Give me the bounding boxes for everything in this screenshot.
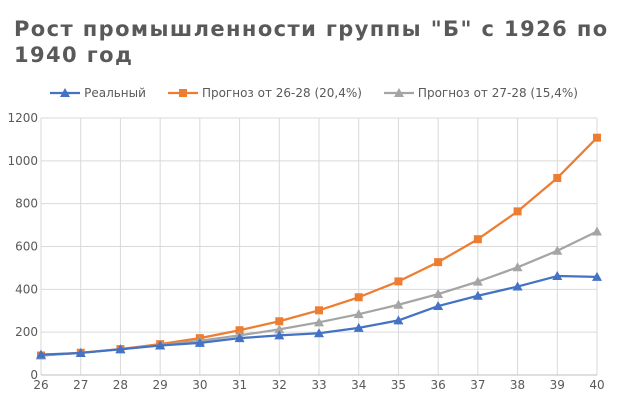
x-tick-label: 35 — [391, 378, 406, 392]
data-point — [393, 315, 404, 325]
data-point — [394, 277, 403, 286]
data-point — [354, 293, 363, 302]
data-point — [434, 258, 443, 267]
data-point — [194, 337, 205, 347]
y-tick-label: 400 — [15, 282, 38, 296]
data-point — [592, 226, 602, 236]
legend-label: Прогноз от 26-28 (20,4%) — [201, 86, 362, 100]
x-tick-label: 28 — [113, 378, 128, 392]
data-point — [592, 271, 602, 281]
data-point — [473, 235, 482, 244]
data-point — [275, 317, 284, 326]
data-point — [552, 271, 563, 281]
legend: Реальный Прогноз от 26-28 (20,4%) Прогноз … — [0, 84, 628, 102]
x-tick-label: 40 — [589, 378, 604, 392]
data-point — [75, 347, 86, 357]
legend-label: Прогноз от 27-28 (15,4%) — [417, 86, 578, 100]
data-point — [512, 262, 523, 272]
data-point — [314, 328, 324, 338]
legend-entry: Реальный — [50, 86, 146, 100]
legend-entry: Прогноз от 27-28 (15,4%) — [383, 86, 578, 100]
data-point — [353, 309, 364, 319]
y-tick-label: 800 — [15, 197, 38, 211]
data-point — [353, 322, 364, 332]
data-point — [553, 173, 562, 182]
data-point — [393, 299, 404, 309]
data-point — [433, 289, 444, 299]
data-point — [472, 290, 483, 300]
legend-label: Реальный — [84, 86, 146, 100]
x-tick-label: 32 — [272, 378, 287, 392]
x-tick-label: 29 — [153, 378, 168, 392]
x-tick-label: 38 — [510, 378, 525, 392]
legend-swatch — [50, 88, 81, 97]
x-tick-label: 34 — [351, 378, 366, 392]
chart-title: Рост промышленности группы "Б" с 1926 по… — [14, 17, 609, 67]
x-tick-label: 27 — [73, 378, 88, 392]
data-point — [552, 245, 563, 255]
x-tick-label: 30 — [192, 378, 207, 392]
data-point — [155, 340, 166, 350]
data-point — [433, 301, 444, 311]
data-point — [513, 207, 522, 216]
y-tick-label: 1000 — [7, 154, 38, 168]
data-point — [512, 281, 523, 291]
data-point — [314, 317, 324, 327]
data-point — [472, 276, 483, 286]
y-tick-label: 200 — [15, 325, 38, 339]
legend-swatch — [167, 89, 198, 97]
x-tick-label: 36 — [431, 378, 446, 392]
x-tick-label: 39 — [550, 378, 565, 392]
x-tick-label: 26 — [33, 378, 48, 392]
data-point — [115, 344, 126, 354]
legend-swatch — [383, 88, 414, 97]
y-tick-label: 0 — [30, 368, 38, 382]
legend-entry: Прогноз от 26-28 (20,4%) — [167, 86, 362, 100]
data-point — [235, 326, 244, 335]
data-point — [274, 330, 285, 340]
x-tick-label: 37 — [470, 378, 485, 392]
x-tick-label: 33 — [311, 378, 326, 392]
data-point — [315, 306, 323, 315]
x-tick-label: 31 — [232, 378, 247, 392]
data-point — [274, 324, 285, 334]
data-point — [593, 133, 601, 142]
y-tick-label: 1200 — [7, 111, 38, 125]
data-point — [36, 349, 46, 359]
y-tick-label: 600 — [15, 240, 38, 254]
data-point — [234, 333, 245, 343]
